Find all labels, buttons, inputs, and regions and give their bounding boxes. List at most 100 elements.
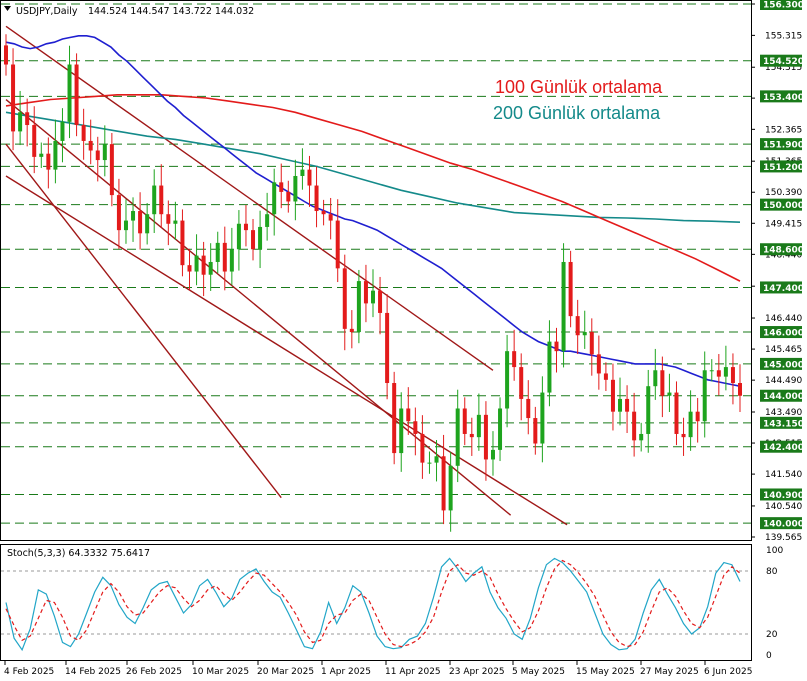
channel-line (5, 175, 568, 526)
candle (610, 363, 615, 431)
candle (123, 199, 128, 244)
candle (116, 178, 121, 249)
candle (102, 125, 107, 177)
candle (575, 299, 580, 355)
price-tick-label: 145.465 (765, 345, 802, 355)
level-label: 142.400 (763, 443, 804, 453)
candle (74, 53, 79, 137)
level-label: 143.150 (763, 419, 804, 429)
price-tick-label: 144.490 (765, 376, 802, 386)
level-label: 150.000 (763, 201, 804, 211)
candle (173, 201, 178, 241)
candle (519, 353, 524, 421)
candle (483, 401, 488, 481)
candle (730, 353, 735, 405)
candle (194, 234, 199, 286)
candle (596, 335, 601, 390)
candle (399, 392, 404, 472)
level-label: 146.000 (763, 329, 804, 339)
candle (667, 373, 672, 412)
price-tick-label: 139.565 (765, 533, 802, 543)
candle (392, 371, 397, 465)
level-label-box (760, 160, 802, 173)
candle (88, 119, 93, 165)
candle (152, 169, 157, 233)
candle (498, 397, 503, 462)
candle (314, 166, 319, 228)
channel-line (5, 99, 512, 516)
candle (653, 348, 658, 400)
candle (695, 397, 700, 443)
candle (95, 136, 100, 182)
candle (378, 276, 383, 335)
level-label-box (760, 138, 802, 151)
date-label: 6 Jun 2025 (704, 667, 752, 677)
candle (342, 254, 347, 351)
price-tick-label: 154.315 (765, 63, 802, 73)
candle (512, 329, 517, 381)
candle (490, 431, 495, 476)
date-label: 15 May 2025 (576, 667, 635, 677)
date-label: 23 Apr 2025 (449, 667, 505, 677)
stoch-tick-label: 100 (766, 546, 783, 556)
date-label: 10 Mar 2025 (192, 667, 249, 677)
candle (639, 422, 644, 452)
stoch-tick-label: 0 (766, 651, 772, 661)
candle (716, 354, 721, 396)
level-label-box (760, 198, 802, 211)
candle (356, 269, 361, 344)
channel-line (5, 25, 494, 371)
candle (603, 362, 608, 391)
level-label: 151.900 (763, 141, 804, 151)
candle (582, 310, 587, 349)
candle (505, 334, 510, 428)
price-tick-label: 143.490 (765, 408, 802, 418)
level-label: 156.300 (763, 1, 804, 11)
level-label-box (760, 243, 802, 256)
stoch-label: Stoch(5,3,3) 64.3332 75.6417 (7, 548, 150, 559)
candle (702, 351, 707, 438)
candle (469, 417, 474, 456)
date-label: 5 May 2025 (512, 667, 565, 677)
candle (109, 132, 114, 207)
candle (236, 210, 241, 271)
candle (646, 369, 651, 453)
candle (723, 345, 728, 391)
candle (243, 204, 248, 247)
level-label: 154.520 (763, 57, 804, 67)
candle (145, 203, 150, 245)
candle (547, 320, 552, 407)
candle (328, 197, 333, 240)
level-label: 140.000 (763, 520, 804, 530)
candle (349, 310, 354, 349)
date-axis: 4 Feb 2025 14 Feb 2025 26 Feb 2025 10 Mar 2… (4, 661, 752, 677)
symbol-title: USDJPY,Daily (16, 6, 78, 17)
price-tick-label: 146.440 (765, 314, 802, 324)
candle (434, 440, 439, 482)
ma100-line (5, 94, 741, 282)
price-axis: 156.300155.315154.315153.345152.365151.3… (751, 0, 804, 543)
level-label-box (760, 0, 802, 10)
candle (660, 356, 665, 418)
candle (448, 452, 453, 532)
level-label: 148.600 (763, 246, 804, 256)
level-label: 151.200 (763, 163, 804, 173)
stoch-tick-label: 80 (766, 567, 778, 577)
candle (131, 197, 136, 242)
candle (589, 318, 594, 376)
price-channel-lines (5, 25, 568, 526)
level-label-box (760, 90, 802, 103)
candle (335, 199, 340, 283)
price-tick-label: 149.415 (765, 219, 802, 229)
candle (371, 269, 375, 318)
candle (293, 159, 298, 221)
candle (201, 241, 206, 297)
candle (39, 142, 44, 169)
collapse-triangle-icon[interactable] (4, 6, 11, 11)
price-tick-label: 148.440 (765, 250, 802, 260)
candle (738, 364, 742, 412)
level-label: 145.000 (763, 360, 804, 370)
candle (81, 108, 86, 160)
price-tick-label: 140.540 (765, 502, 802, 512)
